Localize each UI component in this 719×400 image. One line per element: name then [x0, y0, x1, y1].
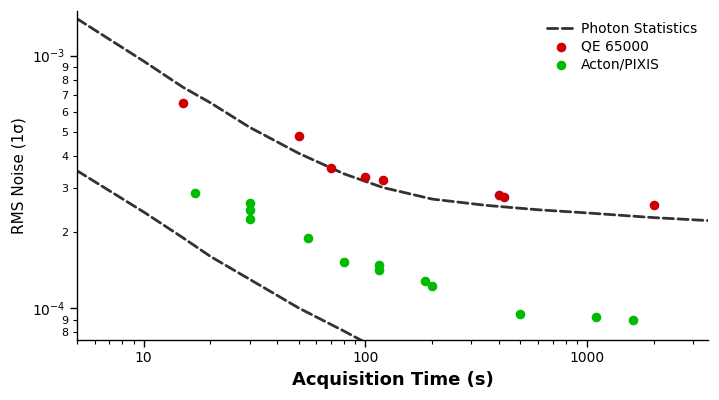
QE 65000 — [177, 100, 188, 106]
Photon Statistics — [73, 16, 81, 21]
QE 65000 — [326, 164, 337, 171]
Photon Statistics — [583, 210, 592, 215]
QE 65000 — [377, 177, 389, 184]
Acton/PIXIS — [627, 316, 638, 323]
QE 65000 — [498, 194, 510, 200]
Y-axis label: RMS Noise (1σ): RMS Noise (1σ) — [11, 117, 26, 234]
Acton/PIXIS — [338, 259, 349, 265]
Photon Statistics — [428, 197, 436, 202]
Photon Statistics — [704, 218, 713, 223]
Photon Statistics — [339, 172, 348, 176]
Photon Statistics — [139, 59, 148, 64]
QE 65000 — [360, 174, 371, 180]
Photon Statistics — [245, 125, 254, 130]
Acton/PIXIS — [373, 262, 385, 268]
Photon Statistics — [650, 215, 659, 220]
QE 65000 — [649, 202, 660, 208]
Acton/PIXIS — [426, 283, 438, 289]
Acton/PIXIS — [244, 200, 255, 206]
Photon Statistics — [482, 203, 490, 208]
Photon Statistics — [379, 185, 388, 190]
Line: Photon Statistics: Photon Statistics — [77, 19, 708, 220]
Acton/PIXIS — [373, 266, 385, 273]
Acton/PIXIS — [419, 278, 431, 284]
Acton/PIXIS — [302, 234, 313, 241]
QE 65000 — [493, 192, 505, 198]
Photon Statistics — [206, 100, 215, 105]
Acton/PIXIS — [591, 314, 603, 320]
X-axis label: Acquisition Time (s): Acquisition Time (s) — [291, 371, 493, 389]
Legend: Photon Statistics, QE 65000, Acton/PIXIS: Photon Statistics, QE 65000, Acton/PIXIS — [543, 18, 701, 75]
Photon Statistics — [178, 85, 187, 90]
Acton/PIXIS — [515, 310, 526, 317]
QE 65000 — [293, 133, 304, 139]
Photon Statistics — [533, 207, 542, 212]
Acton/PIXIS — [189, 190, 201, 196]
Photon Statistics — [294, 151, 303, 156]
Acton/PIXIS — [244, 206, 255, 213]
Acton/PIXIS — [244, 216, 255, 222]
